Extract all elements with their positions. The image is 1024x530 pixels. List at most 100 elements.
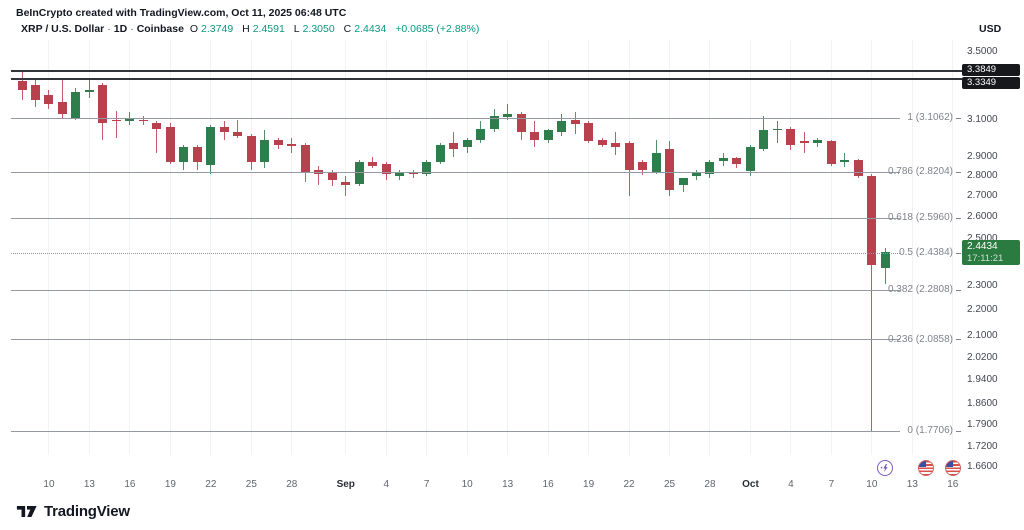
high-label: H 2.4591 [242, 23, 285, 35]
price-axis-label: 3.5000 [967, 46, 998, 57]
vertical-gridline [385, 40, 387, 455]
symbol-name[interactable]: XRP / U.S. Dollar [21, 23, 105, 35]
low-label: L 2.3050 [293, 23, 335, 35]
exchange-label: Coinbase [136, 23, 184, 35]
candle-body [246, 135, 256, 163]
candle-body [71, 91, 81, 118]
lightning-event-icon[interactable] [877, 460, 894, 476]
vertical-gridline [466, 40, 468, 455]
time-axis-label: 16 [124, 479, 136, 490]
candle-body [206, 126, 216, 166]
price-axis-label: 1.6600 [967, 460, 998, 472]
candle-body [530, 132, 540, 140]
candle-wick [776, 121, 778, 144]
time-axis-label: 13 [502, 479, 514, 490]
close-label: C 2.4434 [343, 23, 387, 35]
candle-wick [345, 176, 347, 197]
candle-body [287, 144, 297, 147]
fib-level-line[interactable] [11, 339, 900, 341]
fib-label-dash [956, 117, 961, 119]
fib-level-label: 0 (1.7706) [907, 425, 953, 437]
candle-body [435, 145, 445, 163]
time-axis-label: Oct [742, 479, 759, 490]
vertical-gridline [210, 40, 212, 455]
price-axis-label: 2.9000 [967, 150, 998, 162]
price-line-label-box: 3.3349 [962, 77, 1020, 89]
price-axis-label: 1.7900 [967, 419, 998, 431]
vertical-gridline [830, 40, 832, 455]
vertical-gridline [547, 40, 549, 455]
candle-body [516, 114, 526, 133]
fib-level-line[interactable] [11, 430, 900, 432]
time-axis-label: 28 [704, 479, 716, 490]
change-value: +0.0685 (+2.88%) [395, 23, 480, 35]
vertical-gridline [507, 40, 509, 455]
us-flag-event-icon[interactable] [917, 460, 934, 476]
candle-body [813, 139, 823, 144]
fib-level-line[interactable] [11, 289, 900, 291]
fib-level-line[interactable] [11, 252, 900, 254]
vertical-gridline [669, 40, 671, 455]
candle-body [152, 123, 162, 129]
price-axis-label: 2.1000 [967, 330, 998, 342]
close-value: 2.4434 [354, 23, 387, 35]
candle-body [408, 172, 418, 175]
candle-body [165, 126, 175, 163]
price-axis-label: 2.3000 [967, 279, 998, 291]
candle-body [341, 182, 351, 186]
candle-body [624, 143, 634, 171]
time-axis-label: 22 [623, 479, 635, 490]
horizontal-line-drawing[interactable] [11, 77, 962, 80]
time-axis-label: 7 [828, 479, 835, 490]
flag-canton [945, 461, 953, 467]
candle-body [543, 130, 553, 140]
candle-body [125, 117, 135, 122]
bar-countdown: 17:11:21 [967, 252, 1004, 264]
candle-wick [871, 174, 873, 432]
candle-body [759, 130, 769, 149]
vertical-gridline [911, 40, 913, 455]
attribution-text: BeInCrypto created with TradingView.com,… [16, 7, 347, 19]
candle-body [44, 94, 54, 104]
fib-level-line[interactable] [11, 217, 900, 219]
price-axis-label: 1.8600 [967, 397, 998, 409]
vertical-gridline [345, 40, 347, 455]
vertical-gridline [628, 40, 630, 455]
fib-level-label: 0.5 (2.4384) [899, 247, 953, 259]
fib-level-label: 0.236 (2.0858) [887, 333, 953, 345]
vertical-gridline [48, 40, 50, 455]
candle-body [381, 164, 391, 175]
candle-body [584, 123, 594, 141]
candle-body [300, 145, 310, 173]
time-axis-label: 19 [164, 479, 176, 490]
candle-body [786, 128, 796, 146]
candle-body [368, 162, 378, 167]
vertical-gridline [709, 40, 711, 455]
price-axis-label: 1.7200 [967, 441, 998, 453]
vertical-gridline [790, 40, 792, 455]
fib-level-line[interactable] [11, 171, 900, 173]
candle-wick [156, 121, 158, 153]
candle-body [745, 147, 755, 172]
candle-body [853, 160, 863, 177]
interval-label[interactable]: 1D [113, 23, 128, 35]
tradingview-logo[interactable]: TradingView [16, 502, 130, 521]
candle-body [476, 128, 486, 140]
candle-wick [61, 78, 63, 118]
price-axis-label: 2.5000 [967, 233, 998, 245]
us-flag-event-icon[interactable] [944, 460, 961, 476]
candle-wick [237, 119, 239, 138]
candle-body [557, 121, 567, 133]
vertical-gridline [588, 40, 590, 455]
candle-wick [318, 166, 320, 186]
vertical-gridline [88, 40, 90, 455]
price-axis-label: 2.7000 [967, 190, 998, 202]
fib-label-dash [956, 171, 961, 173]
candle-body [867, 176, 877, 265]
high-value: 2.4591 [252, 23, 285, 35]
fib-level-line[interactable] [11, 117, 900, 119]
candle-body [192, 147, 202, 163]
horizontal-line-drawing[interactable] [11, 69, 962, 72]
